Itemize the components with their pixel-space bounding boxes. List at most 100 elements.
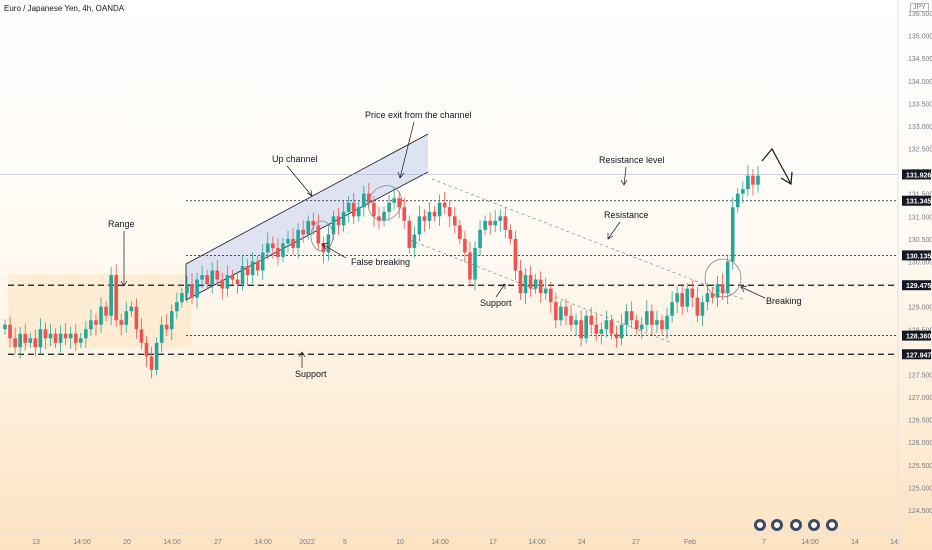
candle-body [685, 288, 690, 307]
candle-body [730, 207, 735, 262]
candle-body [634, 320, 639, 330]
candle-body [367, 193, 371, 203]
candle-body [265, 243, 270, 253]
candle-body [741, 189, 745, 194]
candle-body [43, 329, 48, 339]
candle-body [164, 324, 169, 330]
annotation-range: Range [108, 219, 135, 229]
price-tag [902, 195, 931, 206]
price-tag-label: 131.345 [906, 199, 931, 206]
price-axis[interactable]: 135.500 135.000 134.500 134.000 133.500 133.0… [908, 11, 932, 515]
candle-body [306, 220, 311, 235]
price-tick-label: 133.500 [908, 101, 932, 108]
price-tick-label: 126.000 [908, 440, 932, 447]
candle-body [84, 329, 88, 339]
annotation-up-channel: Up channel [272, 154, 318, 164]
candle-body [210, 270, 215, 285]
candle-body [715, 284, 720, 298]
candle-body [387, 202, 391, 212]
candle-body [63, 333, 68, 339]
candle-body [119, 320, 124, 325]
annotation-resistance: Resistance [604, 210, 649, 220]
candle-body [589, 315, 594, 325]
candle-body [452, 216, 457, 226]
candle-body [58, 333, 63, 343]
annotation-support-low: Support [295, 369, 327, 379]
candle-body [559, 306, 563, 321]
candle-body [503, 216, 508, 230]
candle-body [392, 198, 396, 203]
candle-body [554, 302, 558, 321]
price-tick-label: 135.500 [908, 11, 932, 18]
candle-body [639, 324, 644, 330]
candle-body [756, 175, 760, 185]
time-tick-label: 20 [123, 539, 131, 546]
candle-body [488, 220, 492, 226]
candle-body [523, 275, 528, 294]
candle-body [594, 324, 599, 334]
candle-body [735, 193, 740, 208]
candle-body [665, 315, 669, 330]
price-tick-label: 127.000 [908, 395, 932, 402]
price-tag [902, 349, 931, 360]
price-tick-label: 131.500 [908, 192, 932, 199]
candle-body [478, 229, 482, 248]
time-tick-label: 14:00 [254, 539, 272, 546]
candle-body [538, 279, 543, 294]
candle-body [68, 333, 73, 339]
symbol-title[interactable]: Euro / Japanese Yen, 4h, OANDA [4, 4, 125, 13]
candle-body [397, 198, 401, 208]
scroll-right-button[interactable] [826, 519, 838, 531]
price-levels-layer [0, 174, 898, 355]
candle-body [271, 243, 275, 248]
candle-body [362, 193, 366, 208]
candle-body [144, 342, 149, 357]
zoom-out-button[interactable] [771, 519, 783, 531]
candle-body [139, 329, 144, 343]
candle-body [579, 320, 583, 339]
candle-body [377, 216, 381, 221]
channel-top-line [185, 133, 429, 265]
candle-body [447, 207, 452, 217]
candle-body [154, 342, 159, 370]
candle-body [331, 216, 336, 235]
price-tick-label: 135.000 [908, 34, 932, 41]
time-tick-label: 14:00 [801, 539, 819, 546]
candle-body [645, 311, 649, 325]
candle-body [13, 338, 17, 348]
candle-body [301, 229, 305, 235]
candle-body [437, 202, 442, 217]
candle-body [569, 315, 573, 325]
scroll-left-button[interactable] [754, 519, 766, 531]
candle-body [372, 202, 376, 217]
time-axis[interactable]: 13 14:00 20 14:00 27 14:00 2022 5 10 14:00 17 14:00… [32, 539, 900, 546]
candle-body [427, 211, 432, 221]
annotation-support-mid: Support [480, 298, 512, 308]
time-tick-label: 14:00 [431, 539, 449, 546]
candle-body [79, 338, 83, 343]
candle-body [458, 225, 462, 239]
candle-body [655, 320, 659, 325]
candle-body [690, 288, 695, 298]
time-tick-label: 7 [762, 539, 766, 546]
price-tick-label: 130.000 [908, 260, 932, 267]
candle-body [276, 247, 280, 257]
price-tag-label: 131.926 [906, 172, 931, 179]
price-tick-label: 134.000 [908, 79, 932, 86]
price-tag-label: 128.360 [906, 334, 931, 341]
candle-body [94, 320, 98, 325]
candle-body [442, 202, 447, 208]
candle-body [518, 270, 523, 294]
reset-chart-button[interactable] [790, 519, 802, 531]
candle-body [175, 302, 179, 312]
zoom-in-button[interactable] [808, 519, 820, 531]
candle-body [473, 247, 477, 280]
currency-tag: JPY [910, 3, 929, 12]
candle-body [291, 238, 295, 248]
candle-body [281, 243, 285, 257]
candle-body [205, 275, 209, 285]
candle-body [190, 284, 194, 298]
candle-body [356, 207, 361, 217]
candle-body [230, 275, 235, 280]
